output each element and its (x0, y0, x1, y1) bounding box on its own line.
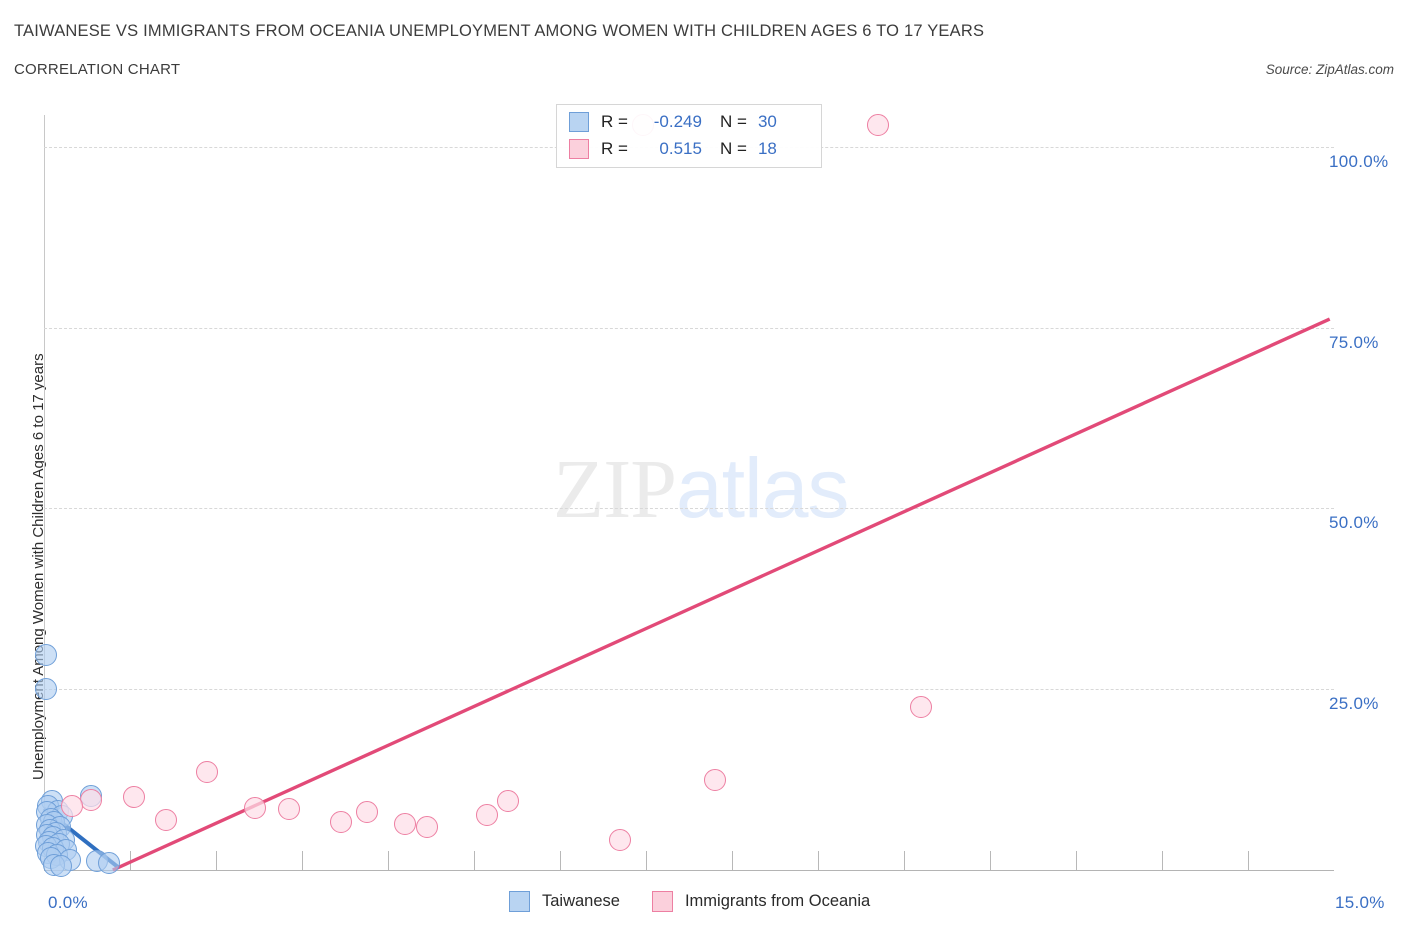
legend-swatch-icon-taiwanese (509, 890, 530, 912)
x-tick-mark (560, 851, 561, 870)
x-tick-mark (646, 851, 647, 870)
gridline-y (44, 327, 1334, 329)
data-point-immigrants-from-oceania[interactable] (609, 829, 632, 852)
data-point-immigrants-from-oceania[interactable] (355, 801, 378, 824)
data-point-immigrants-from-oceania[interactable] (415, 816, 438, 839)
stats-row-taiwanese: R = -0.249 N = 30 (569, 109, 777, 135)
data-point-taiwanese[interactable] (50, 855, 73, 878)
y-tick-label: 25.0% (1329, 694, 1379, 714)
x-tick-mark (474, 851, 475, 870)
data-point-immigrants-from-oceania[interactable] (123, 785, 146, 808)
x-tick-mark (818, 851, 819, 870)
gridline-y (44, 689, 1334, 691)
data-point-immigrants-from-oceania[interactable] (867, 114, 890, 137)
x-tick-mark (990, 851, 991, 870)
x-axis-line (44, 870, 1334, 871)
stats-swatch-icon-immigrants-from-oceania (569, 139, 589, 159)
data-point-taiwanese[interactable] (34, 678, 57, 701)
x-tick-mark (216, 851, 217, 870)
stats-n-label-taiwanese: N = (719, 112, 747, 131)
stats-r-label-taiwanese: R = (601, 112, 628, 131)
stats-n-label-immigrants-from-oceania: N = (719, 139, 747, 158)
data-point-immigrants-from-oceania[interactable] (80, 788, 103, 811)
correlation-stats-box: R = -0.249 N = 30 R = 0.515 N = 18 (556, 104, 822, 168)
x-tick-label-max: 15.0% (1335, 893, 1385, 912)
data-point-immigrants-from-oceania[interactable] (196, 761, 219, 784)
x-tick-mark (388, 851, 389, 870)
stats-r-value-immigrants-from-oceania: 0.515 (659, 139, 702, 158)
x-tick-mark (1076, 851, 1077, 870)
stats-row-immigrants-from-oceania: R = 0.515 N = 18 (569, 136, 777, 162)
page-title: TAIWANESE VS IMMIGRANTS FROM OCEANIA UNE… (14, 22, 985, 40)
data-point-immigrants-from-oceania[interactable] (497, 789, 520, 812)
legend-label-taiwanese: Taiwanese (542, 891, 620, 910)
legend-item-taiwanese[interactable]: Taiwanese (509, 890, 620, 912)
legend-item-immigrants-from-oceania[interactable]: Immigrants from Oceania (651, 890, 871, 912)
series-legend: Taiwanese Immigrants from Oceania (509, 889, 902, 913)
x-tick-mark (904, 851, 905, 870)
data-point-immigrants-from-oceania[interactable] (329, 811, 352, 834)
source-label: Source: ZipAtlas.com (1265, 62, 1394, 77)
data-point-immigrants-from-oceania[interactable] (703, 768, 726, 791)
data-point-immigrants-from-oceania[interactable] (61, 795, 84, 818)
stats-r-value-taiwanese: -0.249 (653, 112, 702, 131)
data-point-taiwanese[interactable] (98, 851, 121, 874)
data-point-immigrants-from-oceania[interactable] (910, 696, 933, 719)
y-tick-label: 75.0% (1329, 332, 1379, 352)
data-point-taiwanese[interactable] (34, 643, 57, 666)
x-tick-mark (1162, 851, 1163, 870)
y-axis-line (44, 115, 45, 870)
x-tick-label-min: 0.0% (48, 893, 88, 912)
x-tick-mark (732, 851, 733, 870)
data-point-immigrants-from-oceania[interactable] (243, 796, 266, 819)
data-point-immigrants-from-oceania[interactable] (278, 797, 301, 820)
data-point-immigrants-from-oceania[interactable] (475, 804, 498, 827)
x-tick-mark (302, 851, 303, 870)
x-tick-mark (1248, 851, 1249, 870)
stats-n-value-taiwanese: 30 (757, 112, 777, 131)
legend-label-immigrants-from-oceania: Immigrants from Oceania (684, 891, 871, 910)
legend-swatch-icon-immigrants-from-oceania (651, 890, 673, 912)
y-tick-label: 100.0% (1329, 151, 1389, 171)
data-point-immigrants-from-oceania[interactable] (155, 809, 178, 832)
chart-subtitle: CORRELATION CHART (14, 61, 181, 78)
stats-swatch-icon-taiwanese (569, 112, 589, 132)
stats-n-value-immigrants-from-oceania: 18 (757, 139, 777, 158)
stats-r-label-immigrants-from-oceania: R = (601, 139, 628, 158)
trendline-immigrants-from-oceania (112, 317, 1331, 872)
gridline-y (44, 508, 1334, 510)
y-tick-label: 50.0% (1329, 513, 1379, 533)
